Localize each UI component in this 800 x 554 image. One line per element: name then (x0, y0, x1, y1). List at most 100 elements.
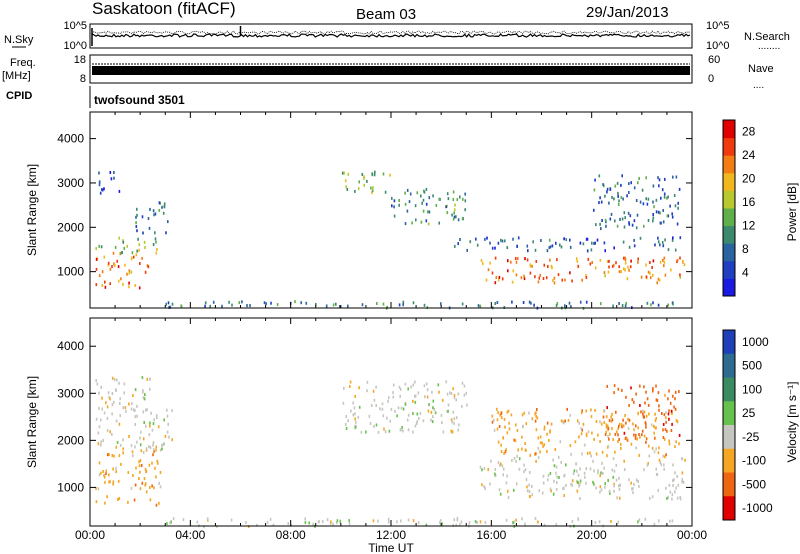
range-gate-cell (525, 478, 528, 481)
range-gate-cell (528, 490, 531, 493)
range-gate-cell (648, 454, 651, 458)
range-gate-cell (659, 260, 662, 264)
range-gate-cell (440, 413, 443, 417)
range-gate-cell (565, 463, 567, 467)
range-gate-cell (555, 488, 558, 491)
range-gate-cell (412, 399, 414, 403)
range-gate-cell (494, 256, 497, 260)
range-gate-cell (513, 438, 515, 442)
range-gate-cell (101, 188, 104, 192)
range-gate-cell (632, 491, 634, 495)
range-gate-cell (401, 426, 403, 429)
range-gate-cell (441, 421, 443, 425)
range-gate-cell (245, 521, 247, 525)
range-gate-cell (599, 222, 601, 226)
range-gate-cell (355, 420, 357, 424)
range-gate-cell (105, 472, 107, 475)
range-gate-cell (531, 493, 533, 497)
range-gate-cell (537, 446, 540, 450)
range-gate-cell (639, 435, 641, 439)
range-gate-cell (537, 436, 540, 440)
range-gate-cell (617, 191, 619, 195)
range-gate-cell (505, 518, 508, 522)
range-gate-cell (581, 409, 583, 413)
range-gate-cell (555, 523, 558, 527)
range-gate-cell (115, 445, 118, 449)
range-gate-cell (639, 236, 642, 240)
range-gate-cell (661, 412, 663, 415)
range-gate-cell (593, 242, 595, 245)
range-gate-cell (507, 259, 509, 263)
range-gate-cell (353, 406, 356, 410)
range-gate-cell (99, 191, 102, 195)
range-gate-cell (418, 417, 420, 420)
range-gate-cell (348, 519, 350, 523)
range-gate-cell (412, 383, 414, 387)
range-gate-cell (547, 478, 549, 482)
range-gate-cell (505, 448, 507, 452)
range-gate-cell (155, 240, 157, 244)
range-gate-cell (407, 428, 410, 432)
range-gate-cell (649, 261, 651, 264)
range-gate-cell (678, 187, 681, 191)
range-gate-cell (550, 489, 552, 493)
range-gate-cell (491, 420, 494, 424)
range-gate-cell (446, 211, 449, 215)
range-gate-cell (607, 270, 610, 274)
range-gate-cell (624, 256, 626, 260)
range-gate-cell (455, 523, 458, 527)
range-gate-cell (111, 265, 113, 268)
colorbar-segment (723, 472, 735, 497)
range-gate-cell (312, 522, 314, 526)
range-gate-cell (168, 435, 170, 439)
range-gate-cell (565, 483, 567, 487)
range-gate-cell (635, 446, 637, 450)
range-gate-cell (618, 437, 620, 441)
nsky-right-tick-top: 10^5 (706, 20, 730, 32)
range-gate-cell (506, 246, 509, 250)
range-gate-cell (107, 263, 110, 267)
range-gate-cell (392, 391, 394, 395)
range-gate-cell (164, 434, 167, 438)
range-gate-cell (98, 183, 101, 187)
range-gate-cell (632, 422, 634, 426)
range-gate-cell (602, 471, 604, 475)
range-gate-cell (417, 391, 420, 395)
power-cells (95, 170, 686, 310)
range-gate-cell (398, 385, 401, 389)
range-gate-cell (116, 441, 119, 444)
range-gate-cell (667, 303, 669, 307)
range-gate-cell (372, 186, 374, 190)
range-gate-cell (606, 190, 608, 194)
range-gate-cell (567, 418, 570, 422)
range-gate-cell (119, 252, 122, 256)
nave-label: Nave (748, 63, 774, 75)
range-gate-cell (661, 241, 664, 244)
range-gate-cell (542, 481, 545, 485)
range-gate-cell (409, 192, 412, 196)
range-gate-cell (100, 440, 102, 444)
range-gate-cell (573, 469, 576, 473)
range-gate-cell (546, 449, 548, 453)
range-gate-cell (526, 485, 528, 489)
range-gate-cell (124, 406, 127, 410)
range-gate-cell (128, 285, 130, 289)
range-gate-cell (379, 407, 381, 411)
time-tick-label: 16:00 (476, 528, 506, 542)
range-gate-cell (585, 276, 588, 280)
range-gate-cell (647, 444, 650, 448)
range-gate-cell (139, 487, 142, 491)
range-gate-cell (649, 271, 651, 275)
range-gate-cell (393, 199, 396, 203)
range-gate-cell (608, 265, 610, 269)
range-gate-cell (480, 259, 483, 262)
range-gate-cell (116, 378, 118, 382)
range-gate-cell (108, 473, 110, 477)
range-gate-cell (642, 412, 644, 416)
range-gate-cell (398, 203, 400, 207)
range-gate-cell (655, 398, 658, 402)
range-gate-cell (676, 258, 679, 262)
range-gate-cell (464, 208, 466, 212)
range-gate-cell (657, 451, 660, 455)
range-gate-cell (499, 413, 501, 417)
